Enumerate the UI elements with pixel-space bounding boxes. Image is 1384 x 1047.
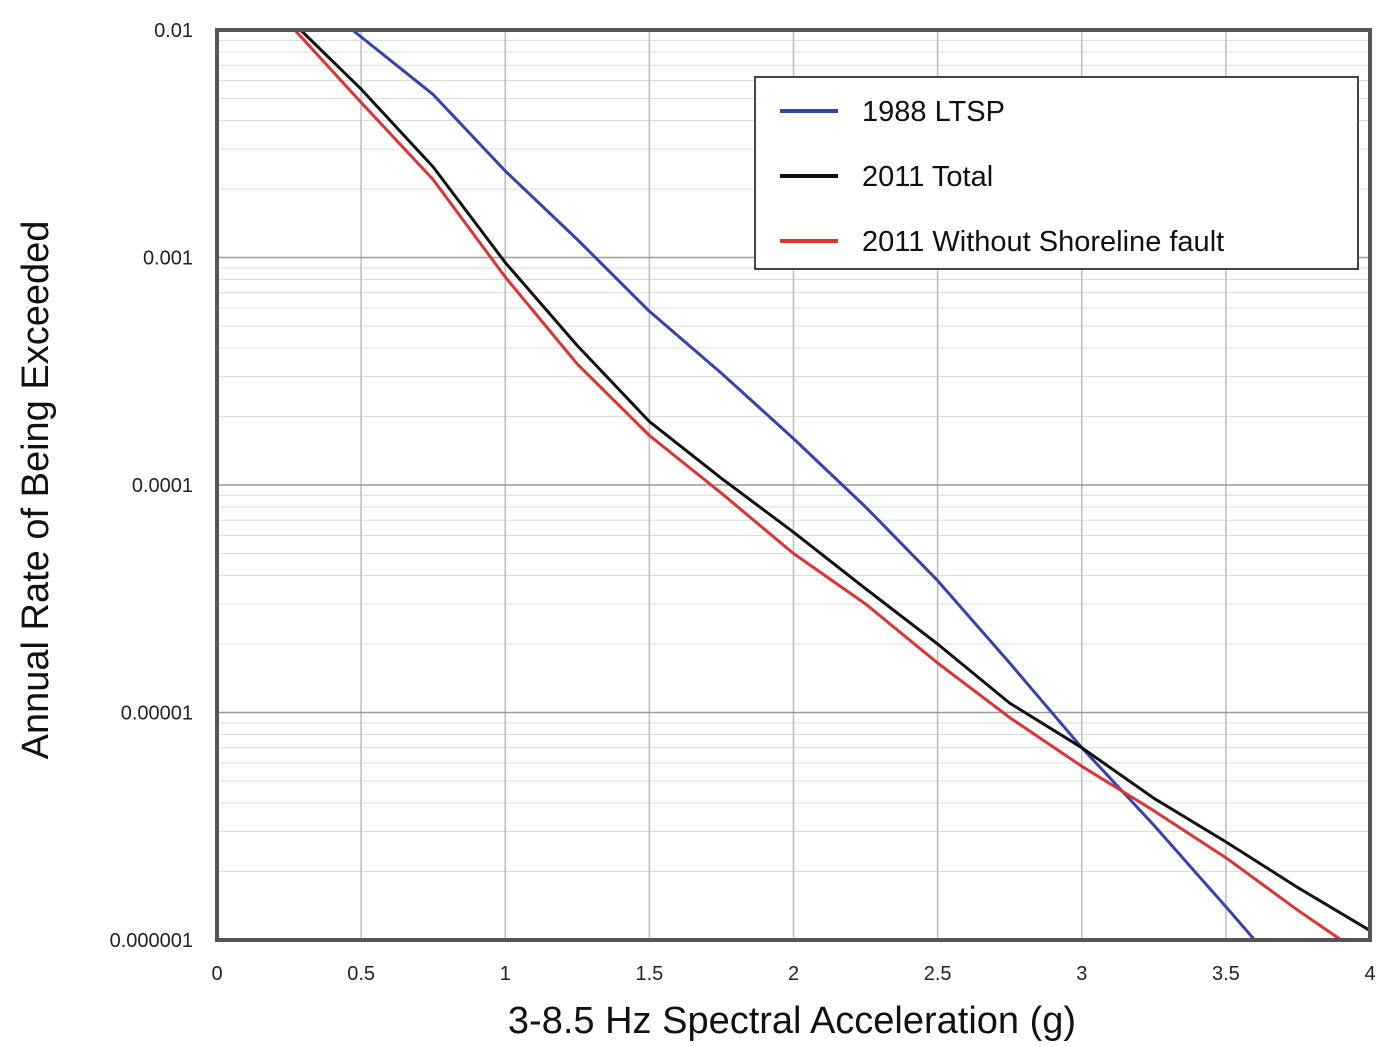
x-tick-labels: 0 0.5 1 1.5 2 2.5 3 3.5 4 [211,963,1375,985]
x-tick-label: 0 [211,963,222,985]
legend-label: 2011 Total [862,161,993,193]
y-tick-label: 0.0001 [132,475,193,497]
x-tick-label: 3.5 [1212,963,1240,985]
x-tick-label: 1.5 [635,963,663,985]
series-layer [293,28,1371,942]
y-tick-label: 0.001 [143,248,193,270]
y-tick-label: 0.01 [154,20,193,42]
x-axis-title: 3-8.5 Hz Spectral Acceleration (g) [508,1000,1076,1042]
x-tick-label: 3 [1076,963,1087,985]
plot-frame [215,28,1372,942]
legend: 1988 LTSP 2011 Total 2011 Without Shorelin… [754,76,1359,270]
x-tick-label: 4 [1364,963,1375,985]
legend-label: 2011 Without Shoreline fault [862,226,1224,258]
y-tick-label: 0.00001 [121,703,193,725]
x-tick-label: 2.5 [924,963,952,985]
x-tick-label: 2 [788,963,799,985]
series-line-2 [299,28,1371,932]
y-tick-label: 0.000001 [110,930,193,952]
x-tick-label: 0.5 [347,963,375,985]
y-tick-labels: 0.000001 0.00001 0.0001 0.001 0.01 [110,20,193,952]
series-line-3 [293,28,1343,942]
y-axis-title: Annual Rate of Being Exceeded [15,221,57,760]
x-tick-label: 1 [500,963,511,985]
legend-label: 1988 LTSP [862,96,1005,128]
legend-entries: 1988 LTSP 2011 Total 2011 Without Shorelin… [780,96,1224,258]
legend-box [754,76,1359,270]
series-line-1 [351,28,1256,941]
